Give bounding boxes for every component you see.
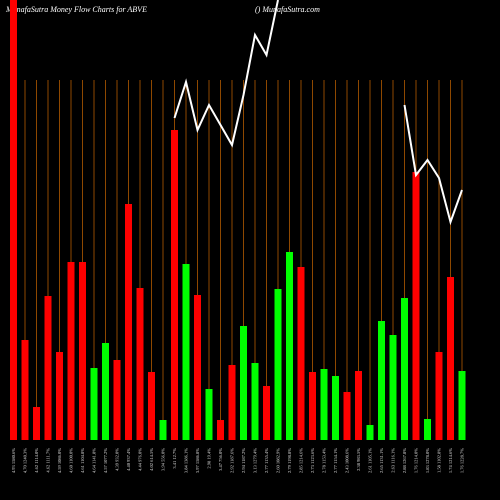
bar [136, 288, 144, 440]
bar [102, 343, 109, 440]
x-tick-label: 2.94 1187.2% [241, 448, 246, 473]
bar [274, 289, 282, 440]
bar [378, 321, 385, 440]
chart-subtitle: () MunafaSutra.com [255, 5, 320, 14]
bar [148, 372, 155, 440]
x-tick-label: 4.59 1086.0% [57, 448, 62, 473]
x-tick-label: 2.61 1105.1% [368, 448, 373, 473]
x-tick-label: 4.61 1104.8% [80, 448, 85, 473]
bar [125, 204, 132, 440]
x-tick-label: 4.62 1111.7% [46, 448, 51, 473]
x-tick-label: 2.88 1267.8% [402, 448, 407, 473]
x-tick-label: 3.13 1279.4% [253, 448, 258, 473]
x-tick-label: 2.92 1187.6% [230, 448, 235, 473]
x-tick-label: 4.57 1077.2% [103, 448, 108, 473]
x-tick-label: 4.93 1580.6% [11, 448, 16, 473]
x-tick-label: 2.77 1154.1% [333, 448, 338, 473]
bar [205, 389, 213, 440]
x-tick-label: 1.76 1228.7% [460, 448, 465, 473]
x-tick-label: 4.60 1100.0% [69, 448, 74, 473]
bar [355, 371, 362, 440]
bar [194, 295, 201, 440]
x-tick-label: 4.39 932.0% [115, 448, 120, 471]
bar [33, 407, 40, 440]
bar [21, 340, 29, 440]
x-tick-label: 3.84 1386.1% [184, 448, 189, 473]
bar [309, 372, 316, 440]
x-tick-label: 2.98 19.4% [207, 448, 212, 469]
bar [435, 352, 443, 440]
bar [286, 252, 293, 440]
bar [412, 172, 420, 440]
bar [297, 267, 305, 440]
x-tick-label: 2.63 1116.1% [391, 448, 396, 473]
x-tick-label: 2.65 1131.1% [379, 448, 384, 473]
x-tick-label: 3.97 1586.8% [195, 448, 200, 473]
x-tick-label: 4.44 976.0% [138, 448, 143, 471]
x-tick-label: 3.41 12.7% [172, 448, 177, 469]
x-tick-label: 2.38 983.5% [356, 448, 361, 471]
x-tick-label: 3.94 556.0% [161, 448, 166, 471]
bar [458, 371, 466, 440]
x-tick-label: 2.43 1008.6% [345, 448, 350, 473]
money-flow-line [173, 0, 279, 148]
bar [113, 360, 121, 440]
x-tick-label: 2.78 1153.4% [322, 448, 327, 473]
bar [263, 386, 270, 440]
bar [389, 335, 397, 440]
bar [228, 365, 236, 440]
x-tick-label: 2.60 1082.9% [276, 448, 281, 473]
x-tick-label: 2.77 1135.4% [264, 448, 269, 473]
x-tick-label: 1.74 1214.6% [448, 448, 453, 473]
bar [90, 368, 98, 440]
bar [182, 264, 190, 440]
bar [332, 376, 339, 440]
x-tick-label: 1.58 1102.8% [437, 448, 442, 473]
bar [79, 262, 86, 440]
x-tick-label: 4.02 614.5% [149, 448, 154, 471]
bar [343, 392, 351, 440]
x-tick-label: 4.40 937.4% [126, 448, 131, 471]
bar [44, 296, 52, 440]
x-tick-label: 4.62 1114.0% [34, 448, 39, 473]
bar [56, 352, 63, 440]
bar [240, 326, 247, 440]
bar [251, 363, 259, 440]
bar [171, 130, 178, 440]
x-tick-label: 2.73 1123.6% [310, 448, 315, 473]
x-tick-label: 2.85 1214.6% [299, 448, 304, 473]
money-flow-line [403, 104, 463, 226]
bar [424, 419, 431, 440]
bar [320, 369, 328, 440]
x-tick-label: 1.83 1278.0% [425, 448, 430, 473]
x-tick-label: 1.76 1214.0% [414, 448, 419, 473]
bar [159, 420, 167, 440]
x-tick-label: 4.64 1141.8% [92, 448, 97, 473]
chart-title: MunafaSutra Money Flow Charts for ABVE [5, 5, 147, 14]
bar [217, 420, 224, 440]
x-tick-label: 3.47 756.0% [218, 448, 223, 471]
x-tick-label: 4.70 1240.3% [23, 448, 28, 473]
bar [366, 425, 374, 440]
x-tick-label: 2.79 1198.8% [287, 448, 292, 473]
bar [447, 277, 454, 440]
bar [401, 298, 408, 440]
bar [67, 262, 75, 440]
bar [10, 0, 17, 440]
